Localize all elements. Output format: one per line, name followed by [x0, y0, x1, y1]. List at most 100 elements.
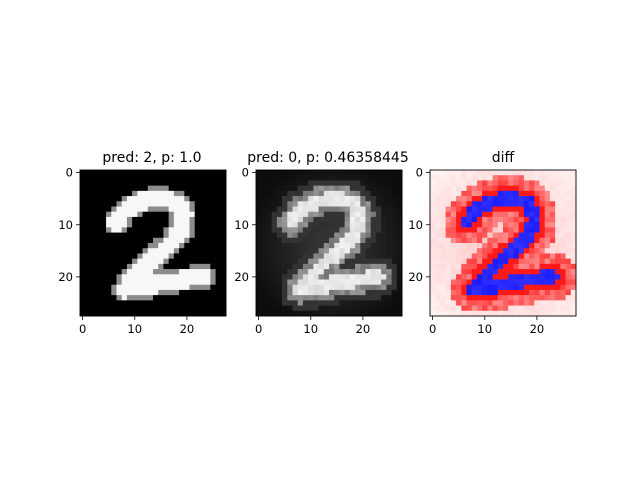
- heatmap-cell: [523, 170, 530, 176]
- heatmap-cell: [137, 243, 143, 249]
- heatmap-cell: [445, 295, 452, 301]
- heatmap-cell: [205, 216, 211, 223]
- heatmap-cell: [370, 180, 377, 186]
- heatmap-cell: [313, 295, 319, 301]
- heatmap-cell: [111, 232, 117, 239]
- heatmap-cell: [471, 253, 478, 259]
- heatmap-cell: [95, 269, 102, 275]
- heatmap-cell: [560, 190, 566, 197]
- heatmap-cell: [210, 243, 216, 249]
- heatmap-cell: [370, 175, 377, 181]
- heatmap-cell: [503, 300, 509, 306]
- heatmap-cell: [106, 227, 112, 233]
- heatmap-cell: [355, 274, 361, 280]
- heatmap-cell: [220, 216, 227, 223]
- heatmap-cell: [116, 201, 123, 207]
- heatmap-cell: [100, 222, 107, 228]
- heatmap-cell: [313, 243, 319, 249]
- heatmap-cell: [523, 222, 530, 228]
- heatmap-cell: [271, 310, 278, 317]
- heatmap-cell: [560, 284, 566, 291]
- heatmap-cell: [435, 300, 441, 306]
- heatmap-cell: [560, 216, 566, 223]
- heatmap-cell: [487, 289, 493, 296]
- heatmap-cell: [456, 222, 462, 228]
- heatmap-cell: [450, 289, 457, 296]
- heatmap-cell: [163, 170, 169, 176]
- heatmap-cell: [205, 201, 211, 207]
- heatmap-cell: [339, 185, 345, 192]
- heatmap-cell: [137, 196, 143, 202]
- y-tick-label: 10: [234, 218, 249, 232]
- heatmap-cell: [271, 300, 278, 306]
- heatmap-cell: [80, 310, 86, 317]
- heatmap-cell: [210, 274, 216, 280]
- heatmap-cell: [466, 279, 473, 286]
- heatmap-cell: [199, 274, 206, 280]
- heatmap-cell: [194, 237, 201, 244]
- heatmap-cell: [523, 180, 530, 186]
- heatmap-cell: [80, 211, 86, 218]
- heatmap-cell: [287, 180, 293, 186]
- heatmap-cell: [323, 305, 330, 312]
- heatmap-cell: [360, 284, 366, 291]
- heatmap-cell: [173, 175, 180, 181]
- heatmap-cell: [292, 216, 299, 223]
- heatmap-cell: [476, 227, 483, 233]
- heatmap-cell: [430, 206, 436, 213]
- heatmap-cell: [318, 232, 325, 239]
- heatmap-cell: [318, 227, 325, 233]
- heatmap-cell: [116, 180, 123, 186]
- heatmap-cell: [560, 222, 566, 228]
- panel-diff-title: diff: [492, 150, 515, 166]
- heatmap-cell: [308, 284, 314, 291]
- heatmap-cell: [476, 263, 483, 270]
- heatmap-cell: [370, 211, 377, 218]
- heatmap-cell: [440, 263, 446, 270]
- heatmap-cell: [375, 185, 382, 192]
- heatmap-cell: [205, 305, 211, 312]
- heatmap-cell: [461, 190, 467, 197]
- heatmap-cell: [297, 175, 304, 181]
- heatmap-cell: [210, 300, 216, 306]
- heatmap-cell: [173, 243, 180, 249]
- heatmap-cell: [80, 305, 86, 312]
- heatmap-cell: [349, 206, 356, 213]
- heatmap-cell: [287, 243, 293, 249]
- heatmap-cell: [199, 243, 206, 249]
- heatmap-cell: [570, 284, 577, 291]
- heatmap-cell: [189, 227, 196, 233]
- heatmap-cell: [570, 175, 577, 181]
- heatmap-cell: [391, 211, 398, 218]
- heatmap-cell: [168, 279, 175, 286]
- heatmap-cell: [199, 180, 206, 186]
- heatmap-cell: [365, 232, 372, 239]
- heatmap-cell: [132, 248, 138, 254]
- heatmap-cell: [375, 274, 382, 280]
- heatmap-cell: [435, 269, 441, 275]
- heatmap-cell: [189, 295, 196, 301]
- heatmap-cell: [466, 196, 473, 202]
- heatmap-cell: [323, 180, 330, 186]
- heatmap-cell: [189, 310, 196, 317]
- heatmap-cell: [435, 237, 441, 244]
- heatmap-cell: [194, 170, 201, 176]
- heatmap-cell: [271, 206, 278, 213]
- heatmap-cell: [121, 248, 128, 254]
- heatmap-cell: [344, 196, 351, 202]
- heatmap-cell: [375, 180, 382, 186]
- heatmap-cell: [210, 211, 216, 218]
- heatmap-cell: [534, 300, 540, 306]
- heatmap-cell: [555, 253, 561, 259]
- heatmap-cell: [492, 243, 499, 249]
- heatmap-cell: [365, 237, 372, 244]
- heatmap-cell: [205, 269, 211, 275]
- heatmap-cell: [450, 170, 457, 176]
- heatmap-cell: [375, 300, 382, 306]
- heatmap-cell: [471, 305, 478, 312]
- heatmap-cell: [153, 248, 159, 254]
- heatmap-cell: [142, 222, 149, 228]
- heatmap-cell: [466, 289, 473, 296]
- heatmap-cell: [282, 289, 288, 296]
